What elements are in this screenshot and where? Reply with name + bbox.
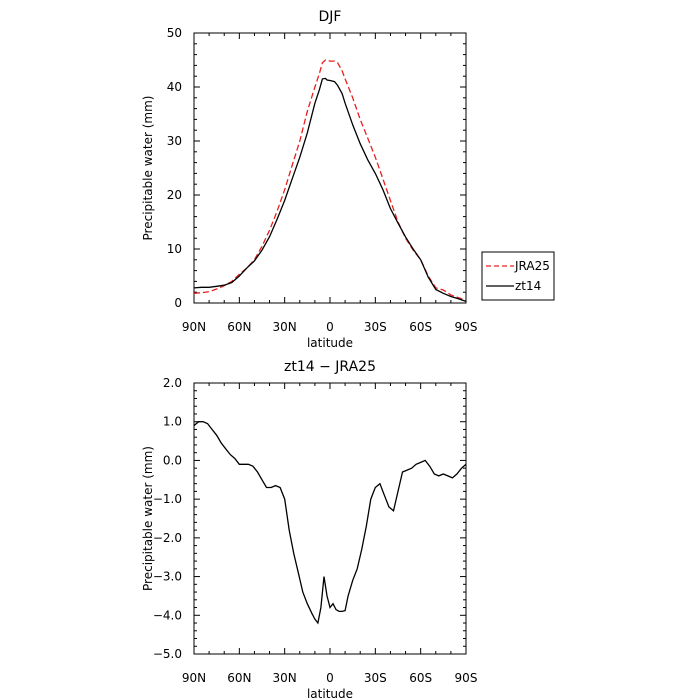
y-axis-label: Precipitable water (mm)	[141, 446, 155, 591]
y-tick-label: 10	[167, 242, 182, 256]
x-axis-label: latitude	[307, 687, 353, 700]
chart-title: zt14 − JRA25	[284, 359, 376, 375]
x-tick-label: 30N	[273, 320, 297, 334]
x-tick-label: 60N	[227, 320, 251, 334]
x-tick-label: 90S	[455, 671, 478, 685]
x-tick-label: 0	[326, 320, 334, 334]
series-line-jra25	[193, 59, 467, 301]
x-tick-label: 60N	[227, 671, 251, 685]
y-tick-label: −2.0	[153, 531, 182, 545]
x-tick-label: 90S	[455, 320, 478, 334]
x-tick-label: 0	[326, 671, 334, 685]
y-tick-label: 2.0	[163, 376, 182, 390]
y-tick-label: −5.0	[153, 647, 182, 661]
y-tick-label: −1.0	[153, 492, 182, 506]
legend-box	[481, 251, 555, 301]
y-tick-label: 1.0	[163, 415, 182, 429]
x-tick-label: 90N	[182, 671, 206, 685]
y-tick-label: 50	[167, 26, 182, 40]
x-tick-label: 60S	[409, 671, 432, 685]
x-axis-label: latitude	[307, 336, 353, 350]
y-axis-label: Precipitable water (mm)	[141, 96, 155, 241]
chart-title: DJF	[319, 9, 342, 25]
plot-frame	[193, 382, 467, 655]
x-tick-label: 30S	[364, 320, 387, 334]
top-panel-djf: 90N 60N 30N 0 30S 60S 90S 0 10 20 30 40 50 DJF latitud…	[141, 9, 555, 350]
y-tick-label: 40	[167, 80, 182, 94]
x-tick-label: 30N	[273, 671, 297, 685]
y-tick-label: −3.0	[153, 570, 182, 584]
y-tick-label: 0.0	[163, 453, 182, 467]
bottom-panel-difference: 90N 60N 30N 0 30S 60S 90S 2.0 1.0 0.0 −1.0 −2.0 −3.0…	[141, 359, 477, 700]
legend-label: zt14	[515, 279, 541, 293]
x-tick-label: 60S	[409, 320, 432, 334]
legend-label: JRA25	[514, 259, 550, 273]
y-tick-label: −4.0	[153, 608, 182, 622]
series-line-series-0	[193, 421, 467, 625]
plot-frame	[193, 32, 467, 304]
y-tick-label: 30	[167, 134, 182, 148]
y-tick-label: 0	[174, 296, 182, 310]
x-tick-label: 30S	[364, 671, 387, 685]
y-tick-label: 20	[167, 188, 182, 202]
series-line-zt14	[193, 77, 467, 303]
x-tick-label: 90N	[182, 320, 206, 334]
legend: JRA25 zt14	[481, 251, 555, 301]
